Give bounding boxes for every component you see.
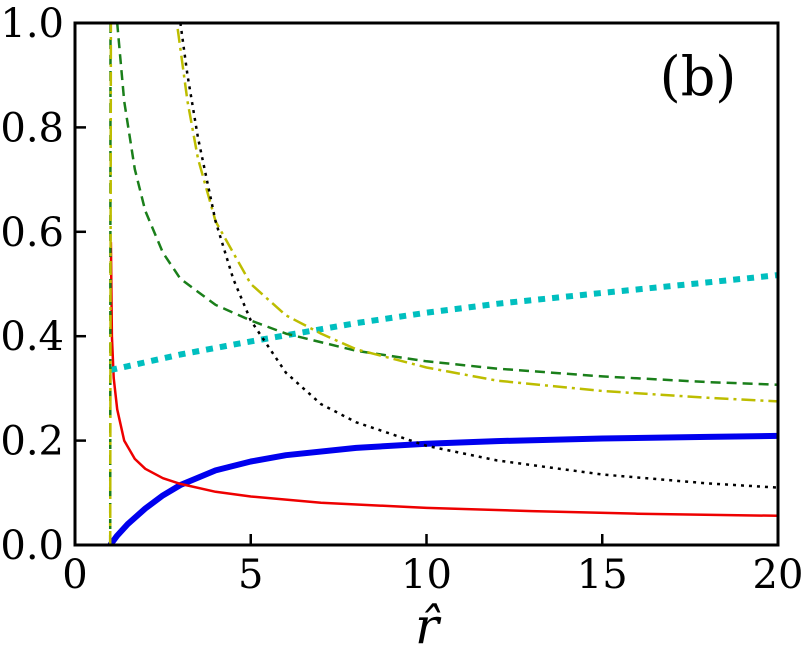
series-line-5: [108, 23, 778, 545]
y-tick-label: 1.0: [0, 1, 64, 47]
series-layer: [107, 23, 778, 545]
series-line-1: [107, 432, 778, 545]
series-line-2: [109, 242, 778, 518]
x-tick-label: 5: [238, 552, 263, 598]
panel-label: (b): [660, 45, 737, 108]
y-tick-label: 0.6: [0, 210, 64, 256]
y-tick-label: 0.2: [0, 419, 64, 465]
series-line-4: [108, 23, 778, 545]
x-tick-label: 0: [62, 552, 87, 598]
tick-layer: 0 5 10 15 20 0.0 0.2 0.4 0.6 0.8 1.0: [0, 1, 803, 598]
x-tick-label: 15: [577, 552, 628, 598]
series-line-6: [179, 23, 778, 489]
y-tick-label: 0.0: [0, 523, 64, 569]
y-tick-label: 0.4: [0, 314, 64, 360]
x-tick-label: 10: [401, 552, 452, 598]
x-axis-label: r̂: [415, 597, 442, 655]
series-line-3: [109, 272, 778, 374]
x-tick-label: 20: [753, 552, 804, 598]
y-tick-label: 0.8: [0, 105, 64, 151]
